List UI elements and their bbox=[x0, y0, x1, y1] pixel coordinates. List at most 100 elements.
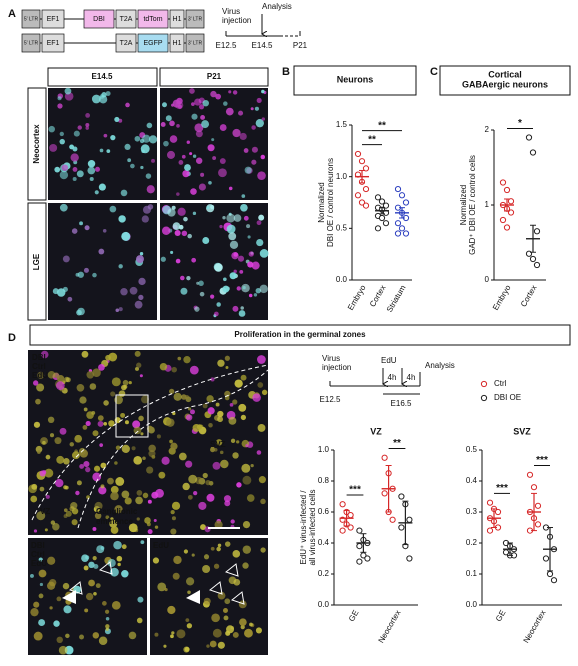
y-axis-label: DBI OE / control neurons bbox=[326, 158, 335, 247]
data-point bbox=[364, 555, 371, 562]
cell bbox=[101, 92, 107, 98]
cell bbox=[212, 628, 222, 638]
cell bbox=[169, 135, 178, 143]
timeline-text: Analysis bbox=[425, 361, 455, 370]
cell bbox=[192, 154, 197, 158]
cell bbox=[232, 452, 239, 459]
cell bbox=[147, 499, 152, 504]
y-axis-label: GAD⁺ DBI OE / control cells bbox=[468, 155, 477, 255]
cell bbox=[214, 263, 223, 272]
cell bbox=[171, 501, 181, 510]
cell bbox=[219, 124, 227, 131]
cell bbox=[188, 474, 198, 484]
y-axis-label: Normalized bbox=[459, 185, 468, 225]
cell bbox=[232, 399, 238, 405]
cell bbox=[183, 549, 189, 554]
data-point bbox=[358, 158, 366, 165]
cell bbox=[120, 287, 128, 296]
cell bbox=[217, 410, 224, 418]
cell bbox=[203, 597, 211, 605]
cell bbox=[243, 215, 249, 221]
cell bbox=[135, 366, 140, 371]
cell bbox=[191, 102, 195, 106]
cell bbox=[136, 490, 143, 496]
cell bbox=[138, 415, 144, 422]
cell bbox=[65, 510, 72, 517]
data-point bbox=[362, 185, 370, 193]
cell bbox=[169, 388, 175, 394]
cell bbox=[100, 484, 105, 489]
micrograph-cells bbox=[160, 203, 269, 318]
cell bbox=[69, 442, 74, 447]
cell bbox=[108, 352, 118, 362]
timeline-text: 4h bbox=[407, 373, 416, 382]
cell bbox=[212, 461, 221, 470]
cell bbox=[240, 374, 247, 381]
channel-label: EdU bbox=[31, 559, 47, 568]
zone-border bbox=[77, 369, 269, 529]
cell bbox=[225, 107, 234, 116]
cell bbox=[115, 445, 121, 451]
cell bbox=[222, 285, 230, 293]
x-tick-label: Cortex bbox=[519, 284, 539, 309]
cell bbox=[233, 214, 242, 222]
cell bbox=[232, 550, 241, 558]
data-point bbox=[526, 471, 534, 478]
vector-label: H1 bbox=[173, 16, 182, 23]
channel-label: DBI bbox=[31, 541, 45, 550]
cell bbox=[87, 159, 96, 168]
cell bbox=[59, 170, 69, 180]
data-point bbox=[382, 220, 390, 227]
y-tick-label: 1.5 bbox=[336, 120, 348, 129]
cell bbox=[103, 400, 109, 406]
cell bbox=[215, 402, 220, 407]
cell bbox=[62, 255, 70, 263]
cell bbox=[146, 185, 155, 194]
cell bbox=[239, 132, 247, 141]
cell bbox=[129, 286, 138, 295]
cell bbox=[111, 601, 121, 610]
cell bbox=[77, 125, 82, 130]
cell bbox=[225, 630, 231, 636]
cell bbox=[131, 446, 136, 451]
cell bbox=[178, 224, 184, 230]
cell bbox=[173, 555, 182, 565]
data-point bbox=[382, 202, 390, 209]
cell bbox=[230, 626, 234, 630]
cell bbox=[100, 546, 105, 550]
cell bbox=[240, 625, 245, 630]
cell bbox=[261, 389, 268, 396]
cell bbox=[242, 286, 246, 290]
vector-element bbox=[169, 33, 185, 53]
cell bbox=[247, 235, 251, 239]
cell bbox=[240, 203, 248, 212]
y-tick-label: 0.0 bbox=[336, 275, 348, 284]
cell bbox=[102, 229, 107, 233]
cell bbox=[217, 543, 222, 548]
cell bbox=[228, 186, 233, 191]
cell bbox=[74, 434, 83, 443]
significance-label: *** bbox=[496, 483, 508, 494]
cell bbox=[258, 214, 265, 221]
cell bbox=[260, 547, 266, 553]
cell bbox=[171, 366, 177, 373]
cell bbox=[136, 617, 143, 624]
cell bbox=[85, 592, 94, 601]
cell bbox=[146, 122, 153, 129]
cell bbox=[206, 644, 210, 648]
cell bbox=[185, 460, 193, 468]
cell bbox=[152, 557, 160, 564]
cell bbox=[120, 412, 126, 418]
cell bbox=[97, 420, 104, 427]
timeline-text: Virus bbox=[322, 354, 340, 363]
cell bbox=[254, 106, 259, 111]
data-point bbox=[542, 555, 550, 562]
cell bbox=[62, 582, 70, 590]
timeline-text: EdU bbox=[381, 356, 397, 365]
cell bbox=[55, 478, 64, 488]
cell bbox=[224, 355, 230, 361]
cell bbox=[109, 205, 117, 213]
cell bbox=[187, 590, 191, 595]
cell bbox=[236, 482, 242, 488]
cell bbox=[233, 578, 241, 586]
